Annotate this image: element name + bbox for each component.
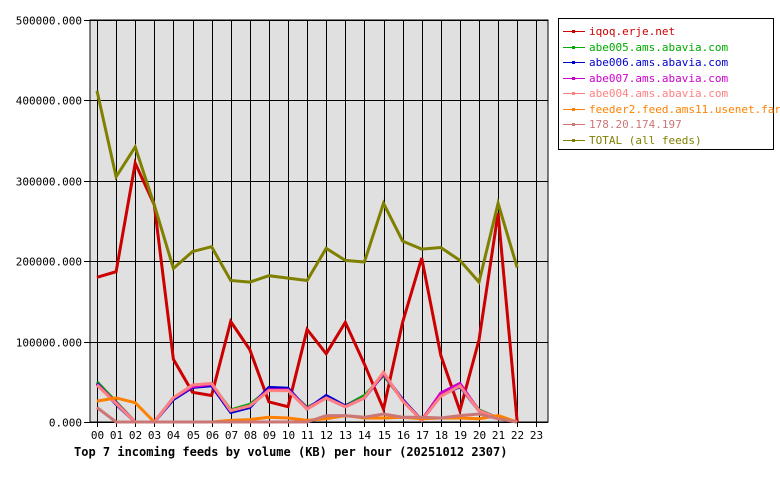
series-line: [96, 158, 519, 423]
x-tick-label: 07: [225, 429, 238, 442]
legend-item: abe005.ams.abavia.com: [563, 40, 773, 56]
legend-label: abe007.ams.abavia.com: [589, 71, 729, 85]
legend-item: TOTAL (all feeds): [563, 133, 773, 149]
legend-label: iqoq.erje.net: [589, 25, 676, 39]
legend-item: 178.20.174.197: [563, 117, 773, 133]
y-tick-label: 500000.000: [16, 15, 82, 28]
y-tick-label: 100000.000: [16, 337, 82, 350]
x-tick-label: 06: [206, 429, 219, 442]
series-line: [95, 90, 519, 286]
grid-lines: [84, 20, 548, 427]
legend-line-marker-icon: [563, 89, 585, 98]
legend-item: iqoq.erje.net: [563, 24, 773, 40]
series-line: [95, 369, 518, 424]
plot-area: [89, 19, 549, 423]
legend-line-marker-icon: [563, 43, 585, 52]
x-tick-label: 09: [263, 429, 276, 442]
x-axis-ticks: 00 01 02 03 04 05 06 07 08 09 10 11 12 13 14 15 16 17 18 19…: [91, 429, 543, 442]
x-tick-label: 20: [473, 429, 486, 442]
x-tick-label: 12: [320, 429, 333, 442]
legend-label: abe005.ams.abavia.com: [589, 40, 729, 54]
x-tick-label: 13: [339, 429, 352, 442]
y-tick-label: 400000.000: [16, 95, 82, 108]
legend-label: TOTAL (all feeds): [589, 133, 702, 147]
legend-line-marker-icon: [563, 74, 585, 83]
x-tick-label: 08: [244, 429, 257, 442]
x-tick-label: 14: [358, 429, 372, 442]
x-tick-label: 04: [167, 429, 181, 442]
series-line: [96, 406, 518, 424]
legend-item: feeder2.feed.ams11.usenet.farm: [563, 102, 780, 118]
x-tick-label: 17: [416, 429, 429, 442]
data-series: [95, 90, 519, 424]
legend-item: abe007.ams.abavia.com: [563, 71, 773, 87]
legend-label: 178.20.174.197: [589, 118, 682, 132]
x-tick-label: 16: [397, 429, 410, 442]
legend-label: abe004.ams.abavia.com: [589, 87, 729, 101]
x-tick-label: 00: [91, 429, 104, 442]
legend-line-marker-icon: [563, 58, 585, 67]
x-tick-label: 03: [148, 429, 161, 442]
y-axis-ticks: 0.000 100000.000 200000.000 300000.000 40000…: [16, 15, 82, 430]
x-tick-label: 18: [435, 429, 448, 442]
chart-title: Top 7 incoming feeds by volume (KB) per …: [74, 445, 507, 459]
y-tick-label: 200000.000: [16, 256, 82, 269]
x-tick-label: 19: [454, 429, 467, 442]
x-tick-label: 21: [492, 429, 505, 442]
legend: iqoq.erje.net abe005.ams.abavia.com abe006…: [558, 18, 780, 150]
x-tick-label: 01: [110, 429, 123, 442]
legend-item: abe004.ams.abavia.com: [563, 86, 773, 102]
legend-line-marker-icon: [563, 27, 585, 36]
legend-line-marker-icon: [563, 120, 585, 129]
x-tick-label: 02: [129, 429, 142, 442]
legend-item: abe006.ams.abavia.com: [563, 55, 773, 71]
y-tick-label: 0.000: [49, 417, 82, 430]
x-tick-label: 23: [530, 429, 543, 442]
legend-label: feeder2.feed.ams11.usenet.farm: [589, 102, 780, 116]
legend-line-marker-icon: [563, 136, 585, 145]
x-tick-label: 10: [282, 429, 295, 442]
x-tick-label: 05: [187, 429, 200, 442]
x-tick-label: 22: [511, 429, 524, 442]
legend-label: abe006.ams.abavia.com: [589, 56, 729, 70]
legend-line-marker-icon: [563, 105, 585, 114]
x-tick-label: 11: [301, 429, 314, 442]
x-tick-label: 15: [378, 429, 391, 442]
y-tick-label: 300000.000: [16, 176, 82, 189]
